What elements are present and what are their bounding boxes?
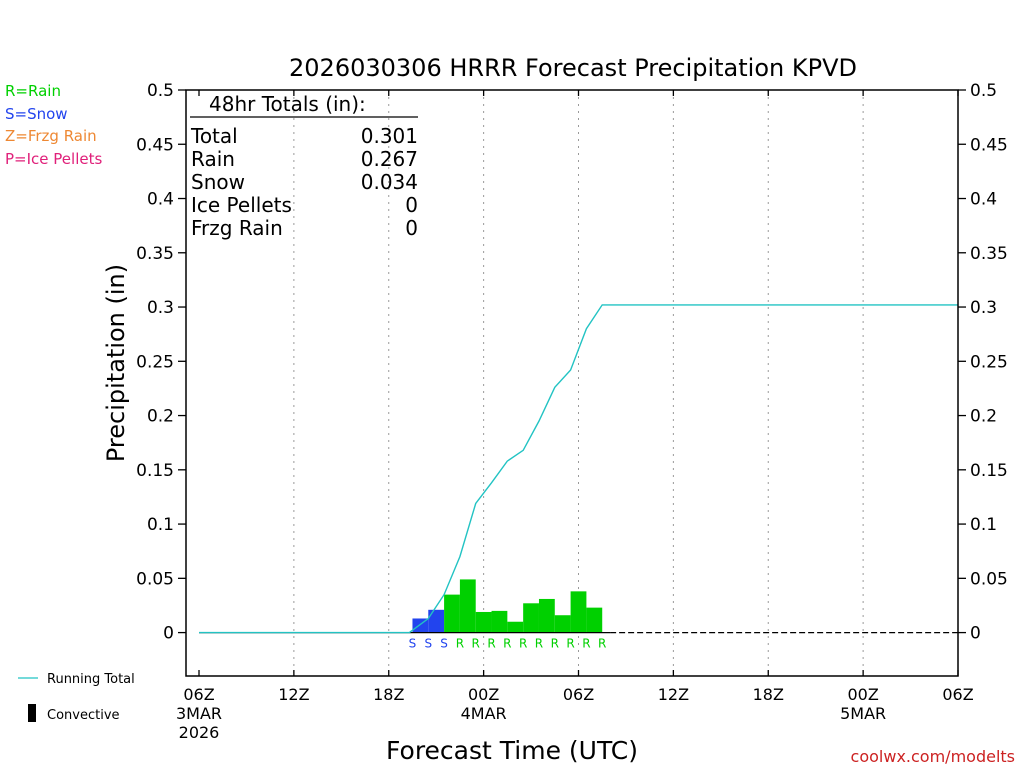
x-tick-label: 06Z — [183, 685, 214, 704]
y-tick-label-left: 0.2 — [147, 407, 174, 427]
y-tick-label-left: 0.35 — [136, 244, 174, 264]
y-tick-label-left: 0.15 — [136, 461, 174, 481]
ptype-label: R — [472, 637, 480, 651]
ptype-label: R — [598, 637, 606, 651]
y-tick-label-right: 0.05 — [970, 569, 1008, 589]
y-tick-label-right: 0.5 — [970, 81, 997, 101]
ptype-label: R — [566, 637, 574, 651]
y-tick-label-left: 0.25 — [136, 352, 174, 372]
chart-title: 2026030306 HRRR Forecast Precipitation K… — [289, 54, 857, 82]
totals-value-rain: 0.267 — [361, 147, 418, 171]
y-tick-label-left: 0.1 — [147, 515, 174, 535]
y-tick-label-right: 0.25 — [970, 352, 1008, 372]
y-axis-right: 0 0.05 0.1 0.15 0.2 0.25 0.3 0.35 0.4 0.45 0.5 — [958, 81, 1008, 644]
ptype-label: S — [440, 637, 448, 651]
ptype-label: R — [551, 637, 559, 651]
totals-value-snow: 0.034 — [361, 170, 418, 194]
precip-bar — [586, 607, 603, 633]
legend-frzg-rain: Z=Frzg Rain — [5, 127, 97, 145]
plot-frame — [185, 89, 959, 677]
ptype-label: R — [503, 637, 511, 651]
legend-rain: R=Rain — [5, 82, 61, 100]
x-tick-label: 00Z — [468, 685, 499, 704]
y-tick-label-left: 0 — [163, 624, 174, 644]
totals-value-frzg-rain: 0 — [405, 216, 418, 240]
y-tick-label-left: 0.05 — [136, 569, 174, 589]
x-tick-label: 12Z — [658, 685, 689, 704]
x-tick-date-label: 3MAR — [176, 704, 222, 723]
line-layer — [199, 304, 958, 634]
legend-running-total-label: Running Total — [47, 672, 135, 687]
precip-bar — [428, 609, 445, 633]
y-tick-label-right: 0.35 — [970, 244, 1008, 264]
x-tick-label: 06Z — [563, 685, 594, 704]
y-axis-left: 0 0.05 0.1 0.15 0.2 0.25 0.3 0.35 0.4 0.45 0.5 — [136, 81, 186, 644]
totals-label-snow: Snow — [191, 170, 245, 194]
totals-value-ice-pellets: 0 — [405, 193, 418, 217]
y-tick-label-right: 0.15 — [970, 461, 1008, 481]
y-axis-label: Precipitation (in) — [102, 264, 130, 462]
legend-ice-pellets: P=Ice Pellets — [5, 150, 102, 168]
totals-box: 48hr Totals (in): Total 0.301 Rain 0.267… — [190, 92, 418, 240]
x-tick-label: 06Z — [942, 685, 973, 704]
y-tick-label-right: 0.1 — [970, 515, 997, 535]
ptype-label: R — [519, 637, 527, 651]
precip-bar — [507, 621, 524, 633]
ptype-label: R — [487, 637, 495, 651]
x-tick-year-label: 2026 — [179, 723, 220, 742]
y-tick-label-left: 0.4 — [147, 190, 174, 210]
y-tick-label-right: 0.3 — [970, 298, 997, 318]
y-tick-label-right: 0.4 — [970, 190, 997, 210]
precip-bar — [554, 615, 571, 633]
totals-value-total: 0.301 — [361, 124, 418, 148]
y-tick-label-left: 0.5 — [147, 81, 174, 101]
running-total-line — [199, 304, 958, 634]
legend-snow: S=Snow — [5, 105, 68, 123]
precip-bar — [491, 610, 508, 633]
precip-bar — [459, 579, 476, 633]
precip-bar — [523, 603, 539, 633]
legend-convective-swatch — [28, 704, 36, 722]
ptype-label: S — [424, 637, 432, 651]
totals-heading: 48hr Totals (in): — [209, 92, 366, 116]
x-tick-date-label: 4MAR — [461, 704, 507, 723]
totals-label-total: Total — [190, 124, 238, 148]
y-tick-label-left: 0.45 — [136, 135, 174, 155]
line-legend: Running Total Convective — [18, 672, 135, 723]
legend-convective-label: Convective — [47, 708, 120, 723]
totals-label-rain: Rain — [191, 147, 235, 171]
ptype-label: R — [582, 637, 590, 651]
credit-text: coolwx.com/modelts — [851, 747, 1015, 766]
precip-bar — [444, 594, 460, 633]
ptype-legend: R=Rain S=Snow Z=Frzg Rain P=Ice Pellets — [5, 82, 102, 168]
totals-label-ice-pellets: Ice Pellets — [191, 193, 292, 217]
ptype-label: S — [409, 637, 417, 651]
ptype-label: R — [456, 637, 464, 651]
bar-layer — [412, 579, 603, 633]
y-tick-label-right: 0.2 — [970, 407, 997, 427]
y-tick-label-left: 0.3 — [147, 298, 174, 318]
x-tick-label: 18Z — [753, 685, 784, 704]
precip-bar — [538, 598, 555, 633]
y-tick-label-right: 0 — [970, 624, 981, 644]
x-tick-label: 18Z — [373, 685, 404, 704]
x-tick-label: 12Z — [278, 685, 309, 704]
precip-bar — [475, 611, 492, 633]
precip-bar — [570, 591, 587, 633]
x-tick-label: 00Z — [847, 685, 878, 704]
ptype-label: R — [535, 637, 543, 651]
y-tick-label-right: 0.45 — [970, 135, 1008, 155]
x-axis-label: Forecast Time (UTC) — [386, 736, 638, 765]
totals-label-frzg-rain: Frzg Rain — [191, 216, 283, 240]
x-tick-date-label: 5MAR — [840, 704, 886, 723]
